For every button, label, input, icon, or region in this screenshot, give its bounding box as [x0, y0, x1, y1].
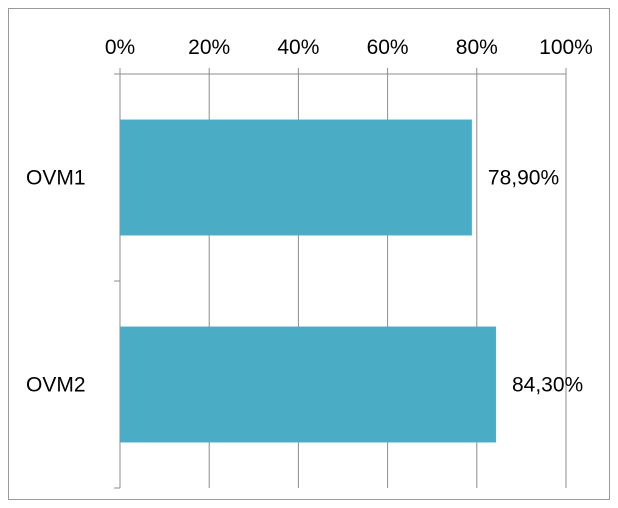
x-tick-label: 20% [188, 36, 230, 59]
x-tick-label: 100% [539, 36, 593, 59]
x-tick-label: 60% [367, 36, 409, 59]
category-label: OVM1 [26, 167, 86, 190]
data-label: 84,30% [512, 374, 583, 397]
category-label: OVM2 [26, 374, 86, 397]
x-tick-label: 80% [456, 36, 498, 59]
bar-ovm2 [120, 326, 496, 443]
labels: 0% 20% 40% 60% 80% 100% OVM1 78,90% OVM2 84,30% [26, 36, 593, 397]
bars [120, 119, 496, 443]
x-tick-label: 0% [105, 36, 135, 59]
x-tick-label: 40% [277, 36, 319, 59]
data-label: 78,90% [488, 167, 559, 190]
bar-ovm1 [120, 119, 472, 236]
